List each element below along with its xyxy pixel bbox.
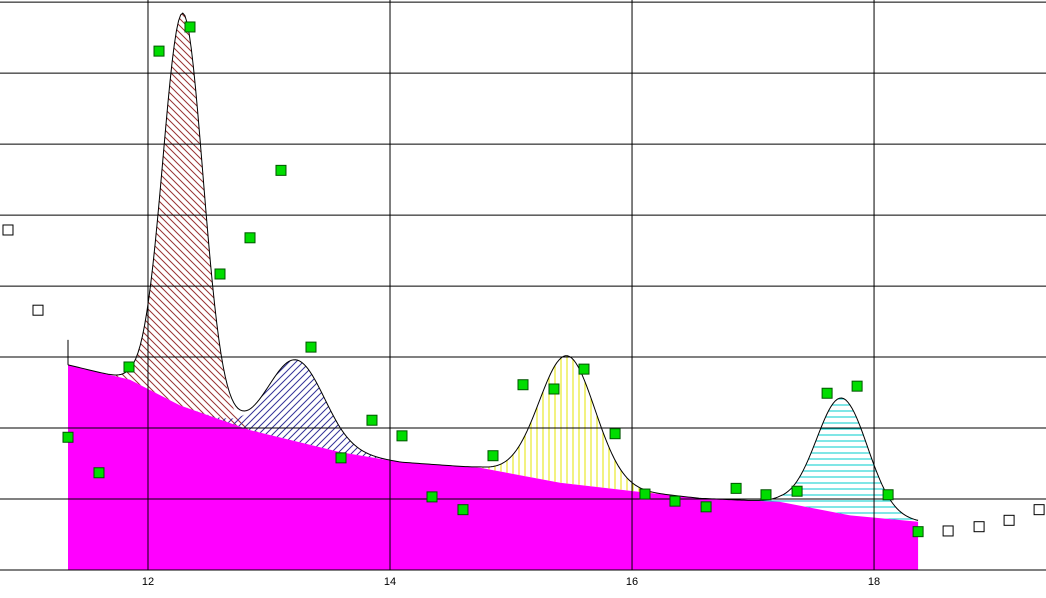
peak-area xyxy=(456,355,678,496)
data-point xyxy=(214,268,226,280)
data-point xyxy=(275,164,287,176)
data-point xyxy=(62,431,74,443)
data-point xyxy=(730,482,742,494)
data-point xyxy=(457,504,469,516)
x-tick-label: 14 xyxy=(384,576,396,588)
data-point xyxy=(123,361,135,373)
data-point xyxy=(791,485,803,497)
data-point xyxy=(973,521,985,533)
data-point xyxy=(851,380,863,392)
data-point xyxy=(609,428,621,440)
data-point xyxy=(912,526,924,538)
data-point xyxy=(669,495,681,507)
fit-envelope xyxy=(67,12,919,521)
data-point xyxy=(882,489,894,501)
data-point xyxy=(639,488,651,500)
x-tick-label: 16 xyxy=(626,576,638,588)
data-point xyxy=(760,489,772,501)
data-point xyxy=(1033,504,1045,516)
data-point xyxy=(517,379,529,391)
data-point xyxy=(2,224,14,236)
baseline-area xyxy=(68,364,919,570)
data-point xyxy=(366,414,378,426)
x-tick-label: 18 xyxy=(868,576,880,588)
x-tick-label: 12 xyxy=(142,576,154,588)
data-point xyxy=(578,363,590,375)
data-point xyxy=(153,45,165,57)
data-point xyxy=(93,467,105,479)
data-point xyxy=(700,501,712,513)
data-point xyxy=(305,341,317,353)
data-point xyxy=(1003,514,1015,526)
data-point xyxy=(548,383,560,395)
data-point xyxy=(32,304,44,316)
peak-area xyxy=(187,359,409,463)
data-point xyxy=(942,525,954,537)
data-point xyxy=(184,21,196,33)
data-point xyxy=(426,491,438,503)
peak-area xyxy=(104,13,262,433)
data-point xyxy=(244,232,256,244)
data-point xyxy=(396,430,408,442)
data-point xyxy=(821,387,833,399)
data-point xyxy=(487,450,499,462)
data-point xyxy=(335,452,347,464)
